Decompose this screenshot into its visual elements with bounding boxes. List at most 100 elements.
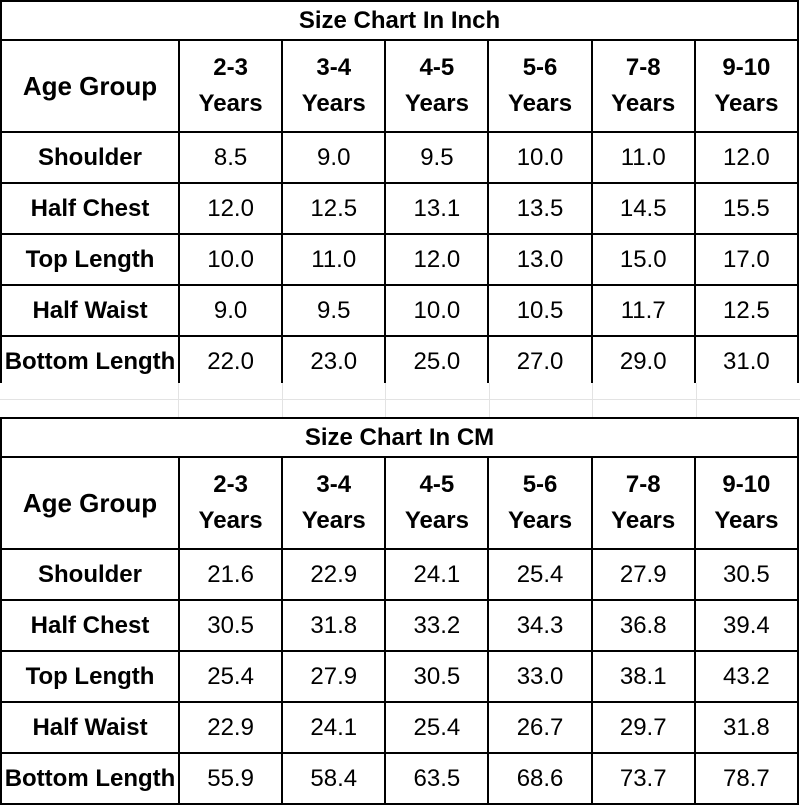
row-label: Bottom Length (0, 752, 180, 805)
table-cell: 39.4 (693, 599, 800, 652)
table-row: Half Chest 12.0 12.5 13.1 13.5 14.5 15.5 (0, 182, 800, 235)
table-cell: 12.0 (177, 182, 284, 235)
table-cell: 23.0 (281, 335, 387, 388)
age-column-header: 5-6 Years (487, 39, 593, 133)
table-row: Half Waist 22.9 24.1 25.4 26.7 29.7 31.8 (0, 701, 800, 754)
table-cell: 15.0 (590, 233, 696, 286)
table-cell: 30.5 (177, 599, 284, 652)
table-cell: 33.2 (384, 599, 490, 652)
table-cell: 22.9 (281, 548, 387, 601)
table-cell: 10.0 (177, 233, 284, 286)
table-cell: 36.8 (590, 599, 696, 652)
table-cell: 15.5 (693, 182, 800, 235)
table-row: Half Waist 9.0 9.5 10.0 10.5 11.7 12.5 (0, 284, 800, 337)
row-label: Shoulder (0, 131, 180, 184)
table-cell: 9.5 (281, 284, 387, 337)
age-column-header: 2-3 Years (177, 39, 284, 133)
row-label: Top Length (0, 233, 180, 286)
table-cell: 24.1 (281, 701, 387, 754)
table-cell: 24.1 (384, 548, 490, 601)
table-cell: 10.5 (487, 284, 593, 337)
table-cell: 12.0 (693, 131, 800, 184)
table-cell: 73.7 (590, 752, 696, 805)
table-cell: 25.4 (487, 548, 593, 601)
row-label: Top Length (0, 650, 180, 703)
table-cell: 63.5 (384, 752, 490, 805)
table-cell: 31.0 (693, 335, 800, 388)
table-cell: 11.7 (590, 284, 696, 337)
age-column-header: 7-8 Years (590, 39, 696, 133)
table-cell: 30.5 (693, 548, 800, 601)
table-separator (0, 383, 800, 417)
age-column-header: 9-10 Years (693, 39, 800, 133)
table-cell: 43.2 (693, 650, 800, 703)
table-cell: 29.7 (590, 701, 696, 754)
header-row: Age Group 2-3 Years 3-4 Years 4-5 Years 5-6… (0, 456, 800, 550)
table-cell: 8.5 (177, 131, 284, 184)
table-cell: 25.4 (177, 650, 284, 703)
age-column-header: 2-3 Years (177, 456, 284, 550)
table-row: Bottom Length 55.9 58.4 63.5 68.6 73.7 7… (0, 752, 800, 805)
row-label: Half Waist (0, 701, 180, 754)
table-cell: 11.0 (590, 131, 696, 184)
age-column-header: 3-4 Years (281, 456, 387, 550)
row-label: Bottom Length (0, 335, 180, 388)
table-cell: 33.0 (487, 650, 593, 703)
table-cell: 12.5 (693, 284, 800, 337)
table-cell: 27.0 (487, 335, 593, 388)
table-cell: 9.0 (281, 131, 387, 184)
header-row: Age Group 2-3 Years 3-4 Years 4-5 Years 5-6… (0, 39, 800, 133)
table-cell: 27.9 (590, 548, 696, 601)
table-row: Shoulder 8.5 9.0 9.5 10.0 11.0 12.0 (0, 131, 800, 184)
table-cell: 22.0 (177, 335, 284, 388)
table-cell: 30.5 (384, 650, 490, 703)
table-cell: 9.0 (177, 284, 284, 337)
table-cell: 10.0 (487, 131, 593, 184)
size-chart-inch-table: Size Chart In Inch Age Group 2-3 Years 3-… (0, 0, 800, 388)
size-chart-cm-table: Size Chart In CM Age Group 2-3 Years 3-4 Y… (0, 417, 800, 805)
table-cell: 25.0 (384, 335, 490, 388)
table-row: Shoulder 21.6 22.9 24.1 25.4 27.9 30.5 (0, 548, 800, 601)
table-title: Size Chart In Inch (0, 0, 799, 41)
table-cell: 9.5 (384, 131, 490, 184)
table-row: Half Chest 30.5 31.8 33.2 34.3 36.8 39.4 (0, 599, 800, 652)
row-label: Half Waist (0, 284, 180, 337)
table-row: Bottom Length 22.0 23.0 25.0 27.0 29.0 3… (0, 335, 800, 388)
age-column-header: 7-8 Years (590, 456, 696, 550)
table-cell: 21.6 (177, 548, 284, 601)
table-cell: 25.4 (384, 701, 490, 754)
table-cell: 13.0 (487, 233, 593, 286)
table-cell: 31.8 (281, 599, 387, 652)
age-group-label: Age Group (0, 39, 180, 133)
table-cell: 27.9 (281, 650, 387, 703)
age-column-header: 5-6 Years (487, 456, 593, 550)
table-cell: 17.0 (693, 233, 800, 286)
table-cell: 12.0 (384, 233, 490, 286)
age-group-label: Age Group (0, 456, 180, 550)
table-title: Size Chart In CM (0, 417, 799, 458)
table-cell: 11.0 (281, 233, 387, 286)
table-cell: 14.5 (590, 182, 696, 235)
table-cell: 12.5 (281, 182, 387, 235)
age-column-header: 4-5 Years (384, 39, 490, 133)
table-row: Top Length 25.4 27.9 30.5 33.0 38.1 43.2 (0, 650, 800, 703)
age-column-header: 9-10 Years (693, 456, 800, 550)
table-cell: 55.9 (177, 752, 284, 805)
table-cell: 31.8 (693, 701, 800, 754)
table-cell: 58.4 (281, 752, 387, 805)
table-cell: 38.1 (590, 650, 696, 703)
table-cell: 13.5 (487, 182, 593, 235)
table-cell: 13.1 (384, 182, 490, 235)
row-label: Shoulder (0, 548, 180, 601)
age-column-header: 3-4 Years (281, 39, 387, 133)
row-label: Half Chest (0, 182, 180, 235)
table-row: Top Length 10.0 11.0 12.0 13.0 15.0 17.0 (0, 233, 800, 286)
table-cell: 29.0 (590, 335, 696, 388)
table-cell: 68.6 (487, 752, 593, 805)
table-cell: 26.7 (487, 701, 593, 754)
row-label: Half Chest (0, 599, 180, 652)
table-cell: 34.3 (487, 599, 593, 652)
table-cell: 10.0 (384, 284, 490, 337)
table-cell: 22.9 (177, 701, 284, 754)
table-cell: 78.7 (693, 752, 800, 805)
